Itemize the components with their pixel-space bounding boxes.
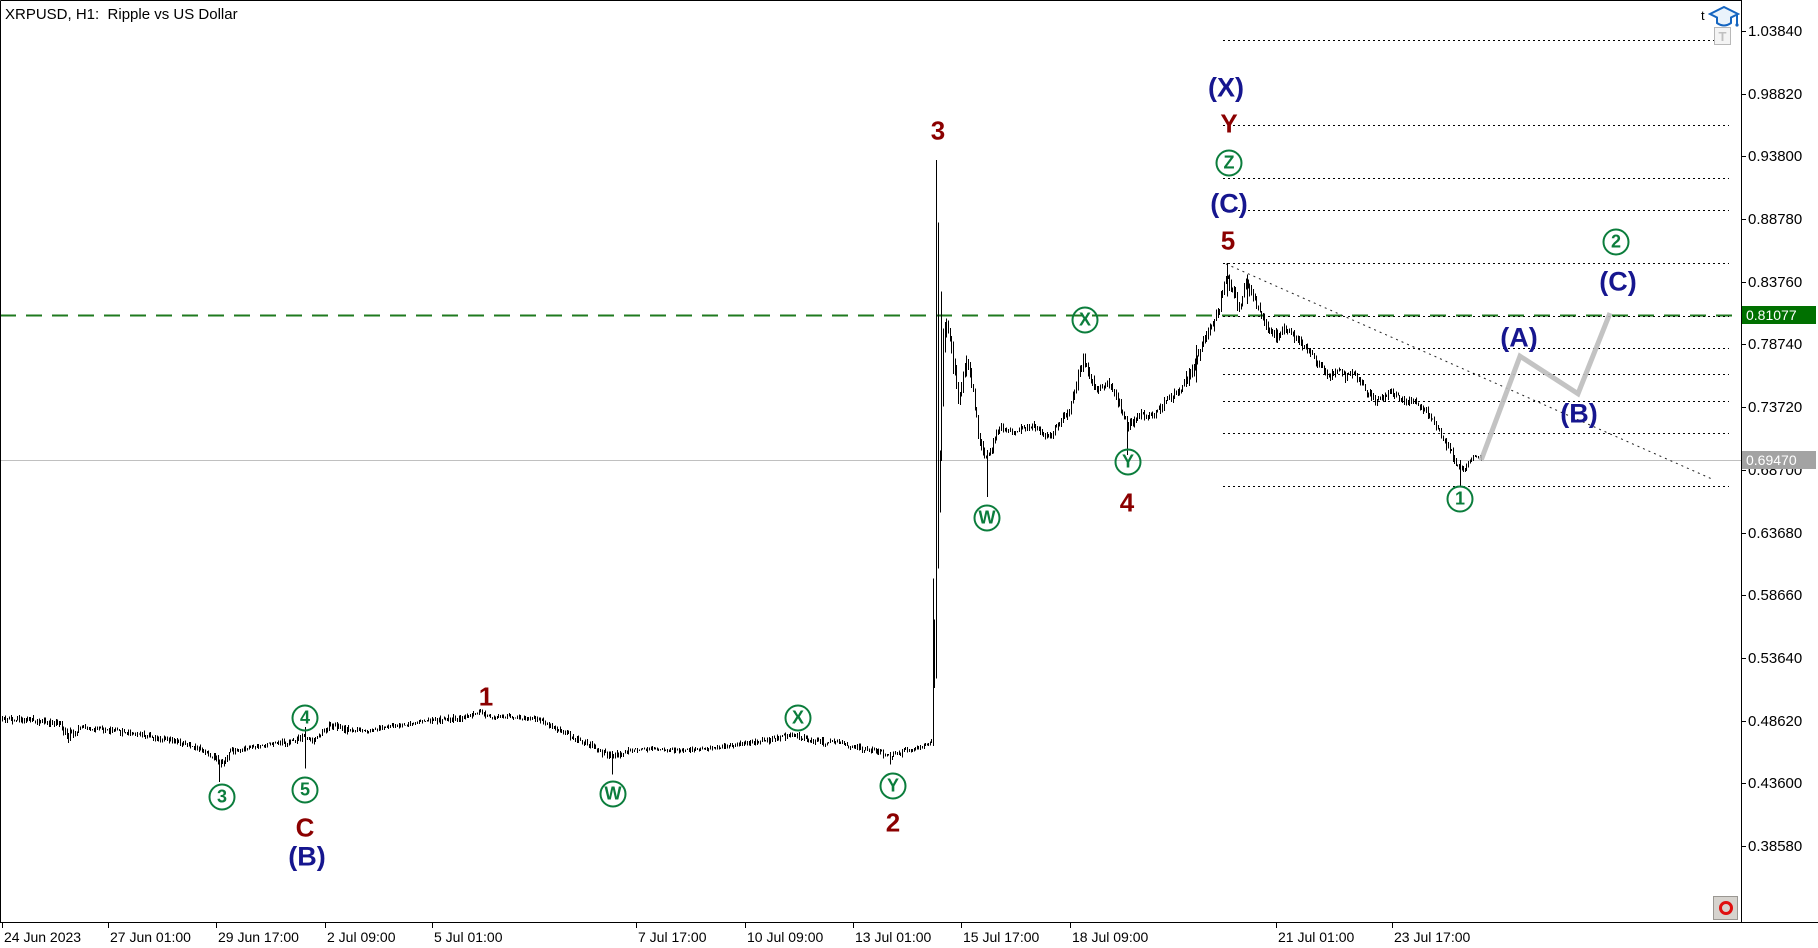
time-tick-label: 2 Jul 09:00: [327, 929, 396, 945]
descending-trendline: [1225, 263, 1713, 480]
price-tick-label: 0.83760: [1748, 273, 1803, 291]
wave-label-circled-3: 3: [208, 783, 236, 811]
wave-label-blue-(C): (C): [1599, 266, 1637, 297]
wave-label-circled-5: 5: [291, 776, 319, 804]
wave-label-circled-Z: Z: [1215, 149, 1243, 177]
time-tick-label: 27 Jun 01:00: [110, 929, 191, 945]
price-tick-label: 0.48620: [1748, 712, 1803, 730]
wave-label-red-3: 3: [930, 115, 946, 146]
price-tick-label: 0.63680: [1748, 524, 1803, 542]
wave-label-blue-(A): (A): [1500, 322, 1538, 353]
record-circle-icon: [1718, 901, 1733, 915]
wave-label-blue-(C): (C): [1210, 188, 1248, 219]
price-tick-label: 0.78740: [1748, 335, 1803, 353]
time-tick-label: 18 Jul 09:00: [1072, 929, 1149, 945]
wave-label-circled-2: 2: [1602, 228, 1630, 256]
price-box-0.69470: 0.69470: [1742, 451, 1816, 469]
wave-label-red-Y: Y: [1220, 108, 1238, 139]
time-tick-label: 23 Jul 17:00: [1394, 929, 1471, 945]
wave-label-circled-4: 4: [291, 704, 319, 732]
price-tick-label: 1.03840: [1748, 22, 1803, 40]
graduation-cap-icon[interactable]: [1708, 5, 1740, 31]
price-tick-label: 0.58660: [1748, 586, 1803, 604]
wave-label-red-1: 1: [478, 681, 494, 712]
text-tool-icon[interactable]: T: [1714, 27, 1731, 45]
chart-record-button[interactable]: [1713, 896, 1738, 920]
wave-label-blue-(B): (B): [1560, 398, 1598, 429]
wave-label-red-4: 4: [1119, 487, 1135, 518]
time-tick-label: 15 Jul 17:00: [963, 929, 1040, 945]
wave-label-circled-1: 1: [1446, 485, 1474, 513]
wave-label-blue-(X): (X): [1208, 72, 1244, 103]
time-tick-label: 5 Jul 01:00: [434, 929, 503, 945]
symbol-title: XRPUSD, H1: Ripple vs US Dollar: [5, 6, 238, 23]
wave-label-circled-X: X: [1071, 306, 1099, 334]
price-tick-label: 0.93800: [1748, 147, 1803, 165]
wave-label-circled-Y: Y: [879, 772, 907, 800]
forecast-zigzag: [1478, 312, 1613, 462]
wave-label-red-2: 2: [885, 807, 901, 838]
price-tick-label: 0.98820: [1748, 85, 1803, 103]
time-tick-label: 21 Jul 01:00: [1278, 929, 1355, 945]
wave-label-red-C: C: [295, 812, 315, 843]
candlestick-series: [2, 160, 1482, 783]
time-tick-label: 7 Jul 17:00: [638, 929, 707, 945]
price-tick-label: 0.88780: [1748, 210, 1803, 228]
time-tick-label: 10 Jul 09:00: [747, 929, 824, 945]
wave-label-red-5: 5: [1220, 225, 1236, 256]
price-box-0.81077: 0.81077: [1742, 306, 1816, 324]
price-tick-label: 0.38580: [1748, 837, 1803, 855]
wave-label-circled-X: X: [784, 704, 812, 732]
time-tick-label: 29 Jun 17:00: [218, 929, 299, 945]
wave-label-blue-(B): (B): [288, 841, 326, 872]
price-tick-label: 0.43600: [1748, 774, 1803, 792]
wave-label-circled-Y: Y: [1114, 448, 1142, 476]
trendline-tool-letter: t: [1701, 8, 1705, 23]
wave-label-circled-W: W: [973, 504, 1001, 532]
time-tick-label: 13 Jul 01:00: [855, 929, 932, 945]
wave-label-circled-W: W: [599, 780, 627, 808]
price-tick-label: 0.73720: [1748, 398, 1803, 416]
price-tick-label: 0.53640: [1748, 649, 1803, 667]
time-tick-label: 24 Jun 2023: [4, 929, 82, 945]
